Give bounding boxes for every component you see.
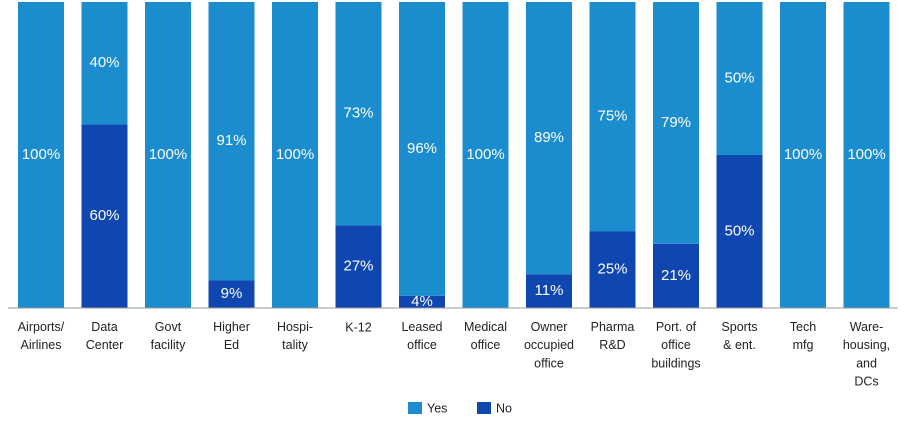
x-tick-label: Sports & ent. <box>721 320 757 352</box>
value-label: 50% <box>724 69 754 86</box>
bar-segment <box>653 243 699 308</box>
bar-segment <box>843 2 890 308</box>
legend-label: No <box>496 401 512 415</box>
bar-segment <box>399 295 445 308</box>
bar-segment <box>18 2 64 308</box>
x-tick-label: Medical office <box>464 320 507 352</box>
x-tick-label: Higher Ed <box>213 320 250 352</box>
value-label: 60% <box>89 207 119 224</box>
value-label: 11% <box>535 282 564 299</box>
x-tick-label: Owner occupied office <box>524 320 574 370</box>
bar-segment <box>208 2 255 281</box>
bar-segment <box>653 2 699 244</box>
value-label: 100% <box>784 146 822 163</box>
legend-label: Yes <box>427 401 447 415</box>
bar-segment <box>335 2 382 226</box>
value-label: 40% <box>89 54 119 71</box>
bar-segment <box>145 2 191 308</box>
value-label: 75% <box>597 108 627 125</box>
bar-segment <box>716 155 763 308</box>
bar-segment <box>81 124 128 309</box>
x-tick-label: Pharma R&D <box>591 320 635 352</box>
value-label: 9% <box>221 285 243 302</box>
bar-segment <box>208 280 255 308</box>
bar-segment <box>589 2 636 232</box>
value-label: 96% <box>407 140 437 157</box>
x-tick-label: Hospi-tality <box>277 320 313 352</box>
x-tick-label: Data Center <box>86 320 124 352</box>
x-tick-label: K-12 <box>345 320 371 334</box>
bar-segment <box>399 2 445 296</box>
value-label: 25% <box>597 261 627 278</box>
value-label: 100% <box>149 146 187 163</box>
bar-segment <box>272 2 318 308</box>
bar-segment <box>81 2 128 125</box>
value-label: 50% <box>724 222 754 239</box>
bar-segment <box>780 2 826 308</box>
x-tick-label: Govt facility <box>151 320 186 352</box>
bar-segment <box>589 231 636 308</box>
value-label: 73% <box>343 105 373 122</box>
value-label: 100% <box>466 146 504 163</box>
value-label: 27% <box>343 258 373 275</box>
bar-segment <box>526 2 572 275</box>
value-label: 91% <box>216 132 246 149</box>
bar-segment <box>526 274 572 308</box>
x-tick-label: Airports/Airlines <box>18 320 65 352</box>
bar-segment <box>462 2 509 308</box>
legend-swatch <box>408 402 422 414</box>
x-tick-label: Ware-housing, and DCs <box>843 320 890 388</box>
value-label: 100% <box>22 146 60 163</box>
value-label: 4% <box>411 293 433 310</box>
value-label: 79% <box>661 114 691 131</box>
bar-segment <box>335 225 382 308</box>
x-tick-label: Leased office <box>401 320 442 352</box>
legend-swatch <box>477 402 491 414</box>
bar-segment <box>716 2 763 155</box>
value-label: 100% <box>276 146 314 163</box>
value-label: 21% <box>661 267 691 284</box>
value-label: 89% <box>534 129 564 146</box>
value-label: 100% <box>847 146 885 163</box>
x-tick-label: Port. of office buildings <box>651 320 700 370</box>
x-tick-label: Tech mfg <box>790 320 816 352</box>
